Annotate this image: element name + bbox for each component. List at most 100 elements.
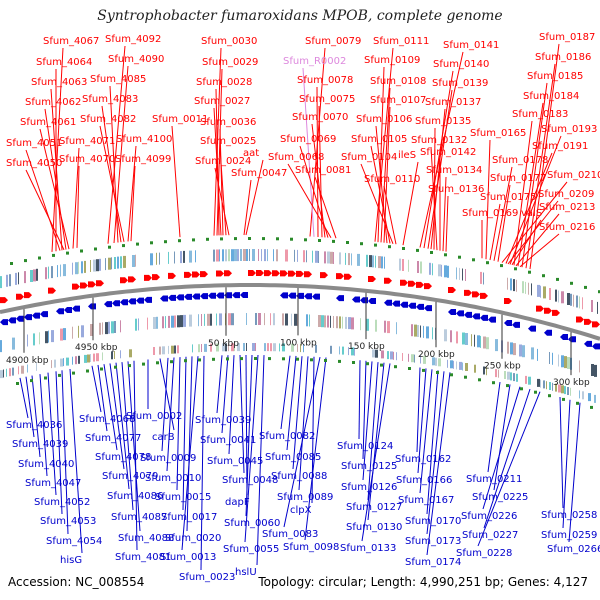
bottom-gene-label[interactable]: Sfum_0041 — [200, 435, 256, 446]
bottom-gene-label[interactable]: Sfum_0228 — [456, 548, 512, 559]
bottom-gene-label[interactable]: Sfum_4077 — [85, 433, 141, 444]
top-gene-label[interactable]: Sfum_0142 — [420, 147, 476, 158]
bottom-gene-label[interactable]: Sfum_0226 — [461, 511, 517, 522]
bottom-gene-label[interactable]: Sfum_0227 — [462, 530, 518, 541]
bottom-gene-label[interactable]: Sfum_0060 — [224, 518, 280, 529]
top-gene-label[interactable]: Sfum_0177 — [490, 173, 546, 184]
bottom-gene-label[interactable]: Sfum_0055 — [223, 544, 279, 555]
bottom-gene-label[interactable]: Sfum_0009 — [140, 453, 196, 464]
bottom-gene-label[interactable]: Sfum_0023 — [179, 572, 235, 583]
bottom-gene-label[interactable]: Sfum_4087 — [111, 512, 167, 523]
top-gene-label[interactable]: Sfum_0081 — [295, 165, 351, 176]
top-gene-label[interactable]: Sfum_0070 — [292, 112, 348, 123]
top-gene-label[interactable]: Sfum_0139 — [432, 78, 488, 89]
top-gene-label[interactable]: Sfum_0109 — [364, 55, 420, 66]
top-gene-label[interactable]: Sfum_0079 — [305, 36, 361, 47]
top-gene-label[interactable]: Sfum_4064 — [36, 57, 92, 68]
top-gene-label[interactable]: Sfum_0175 — [480, 192, 536, 203]
top-gene-label[interactable]: Sfum_4082 — [80, 114, 136, 125]
bottom-gene-label[interactable]: Sfum_4040 — [18, 459, 74, 470]
bottom-gene-label[interactable]: Sfum_4053 — [40, 516, 96, 527]
top-gene-label[interactable]: Sfum_0104 — [341, 152, 397, 163]
top-gene-label[interactable]: Sfum_0209 — [538, 189, 594, 200]
bottom-gene-label[interactable]: Sfum_4036 — [6, 420, 62, 431]
bottom-gene-label[interactable]: carB — [152, 432, 175, 443]
bottom-gene-label[interactable]: Sfum_0126 — [341, 482, 397, 493]
top-gene-label[interactable]: Sfum_4067 — [43, 36, 99, 47]
bottom-gene-label[interactable]: Sfum_0225 — [472, 492, 528, 503]
bottom-gene-label[interactable]: Sfum_0048 — [222, 475, 278, 486]
bottom-gene-label[interactable]: Sfum_0124 — [337, 441, 393, 452]
bottom-gene-label[interactable]: Sfum_0082 — [259, 431, 315, 442]
bottom-gene-label[interactable]: hisG — [60, 555, 82, 566]
top-gene-label[interactable]: Sfum_0183 — [512, 109, 568, 120]
top-gene-label[interactable]: Sfum_0025 — [200, 136, 256, 147]
top-gene-label[interactable]: ileS — [398, 150, 416, 161]
bottom-gene-label[interactable]: Sfum_4068 — [79, 414, 135, 425]
bottom-gene-label[interactable]: clpX — [290, 505, 312, 516]
top-gene-label[interactable]: Sfum_0140 — [433, 59, 489, 70]
top-gene-label[interactable]: Sfum_0135 — [415, 116, 471, 127]
bottom-gene-label[interactable]: Sfum_0125 — [341, 461, 397, 472]
top-gene-label[interactable]: Sfum_4090 — [108, 54, 164, 65]
bottom-gene-label[interactable]: Sfum_0013 — [160, 552, 216, 563]
bottom-gene-label[interactable]: Sfum_4078 — [95, 452, 151, 463]
top-gene-label[interactable]: Sfum_4099 — [115, 154, 171, 165]
bottom-gene-label[interactable]: Sfum_4054 — [46, 536, 102, 547]
top-gene-label[interactable]: Sfum_0106 — [356, 114, 412, 125]
top-gene-label[interactable]: Sfum_0111 — [373, 36, 429, 47]
bottom-gene-label[interactable]: dapF — [225, 497, 250, 508]
top-gene-label[interactable]: Sfum_0105 — [351, 134, 407, 145]
top-gene-label[interactable]: Sfum_0185 — [527, 71, 583, 82]
top-gene-label[interactable]: Sfum_0036 — [200, 117, 256, 128]
bottom-gene-label[interactable]: Sfum_0127 — [346, 502, 402, 513]
top-gene-label[interactable]: Sfum_0011 — [152, 114, 208, 125]
top-gene-label[interactable]: Sfum_0107 — [370, 95, 426, 106]
bottom-gene-label[interactable]: Sfum_0020 — [165, 533, 221, 544]
top-gene-label[interactable]: Sfum_4071 — [59, 136, 115, 147]
top-gene-label[interactable]: Sfum_0184 — [523, 91, 579, 102]
bottom-gene-label[interactable]: Sfum_0162 — [395, 454, 451, 465]
top-gene-label[interactable]: Sfum_0068 — [268, 152, 324, 163]
bottom-gene-label[interactable]: Sfum_0088 — [271, 471, 327, 482]
top-gene-label[interactable]: Sfum_0110 — [364, 174, 420, 185]
bottom-gene-label[interactable]: Sfum_0085 — [265, 452, 321, 463]
bottom-gene-label[interactable]: Sfum_0133 — [340, 543, 396, 554]
top-gene-label[interactable]: Sfum_0047 — [231, 168, 287, 179]
top-gene-label[interactable]: Sfum_0178 — [492, 155, 548, 166]
top-gene-label[interactable]: Sfum_4085 — [90, 74, 146, 85]
top-gene-label[interactable]: Sfum_0193 — [541, 124, 597, 135]
bottom-gene-label[interactable]: Sfum_4047 — [25, 478, 81, 489]
top-gene-label[interactable]: Sfum_R0002 — [283, 56, 346, 67]
bottom-gene-label[interactable]: Sfum_0258 — [541, 510, 597, 521]
top-gene-label[interactable]: Sfum_0136 — [428, 184, 484, 195]
top-gene-label[interactable]: Sfum_4083 — [82, 94, 138, 105]
top-gene-label[interactable]: Sfum_0024 — [195, 156, 251, 167]
top-gene-label[interactable]: Sfum_0027 — [194, 96, 250, 107]
bottom-gene-label[interactable]: Sfum_0098 — [283, 542, 339, 553]
top-gene-label[interactable]: aat — [243, 148, 259, 159]
bottom-gene-label[interactable]: Sfum_0039 — [195, 415, 251, 426]
bottom-gene-label[interactable]: Sfum_0266 — [547, 544, 600, 555]
bottom-gene-label[interactable]: Sfum_4039 — [12, 439, 68, 450]
top-gene-label[interactable]: Sfum_4050 — [6, 158, 62, 169]
top-gene-label[interactable]: Sfum_0186 — [535, 52, 591, 63]
bottom-gene-label[interactable]: Sfum_0083 — [262, 529, 318, 540]
top-gene-label[interactable]: Sfum_0216 — [539, 222, 595, 233]
bottom-gene-label[interactable]: Sfum_0259 — [541, 530, 597, 541]
bottom-gene-label[interactable]: hslU — [235, 567, 257, 578]
top-gene-label[interactable]: Sfum_0134 — [426, 165, 482, 176]
bottom-gene-label[interactable]: Sfum_0010 — [145, 473, 201, 484]
top-gene-label[interactable]: Sfum_0141 — [443, 40, 499, 51]
bottom-gene-label[interactable]: Sfum_4088 — [118, 533, 174, 544]
bottom-gene-label[interactable]: Sfum_0015 — [155, 492, 211, 503]
top-gene-label[interactable]: Sfum_0165 — [470, 128, 526, 139]
bottom-gene-label[interactable]: Sfum_0017 — [161, 512, 217, 523]
bottom-gene-label[interactable]: Sfum_0174 — [405, 557, 461, 568]
bottom-gene-label[interactable]: Sfum_0130 — [346, 522, 402, 533]
top-gene-label[interactable]: Sfum_0213 — [539, 202, 595, 213]
bottom-gene-label[interactable]: Sfum_0167 — [398, 495, 454, 506]
top-gene-label[interactable]: Sfum_4100 — [116, 134, 172, 145]
top-gene-label[interactable]: Sfum_0075 — [299, 94, 355, 105]
bottom-gene-label[interactable]: Sfum_4052 — [34, 497, 90, 508]
